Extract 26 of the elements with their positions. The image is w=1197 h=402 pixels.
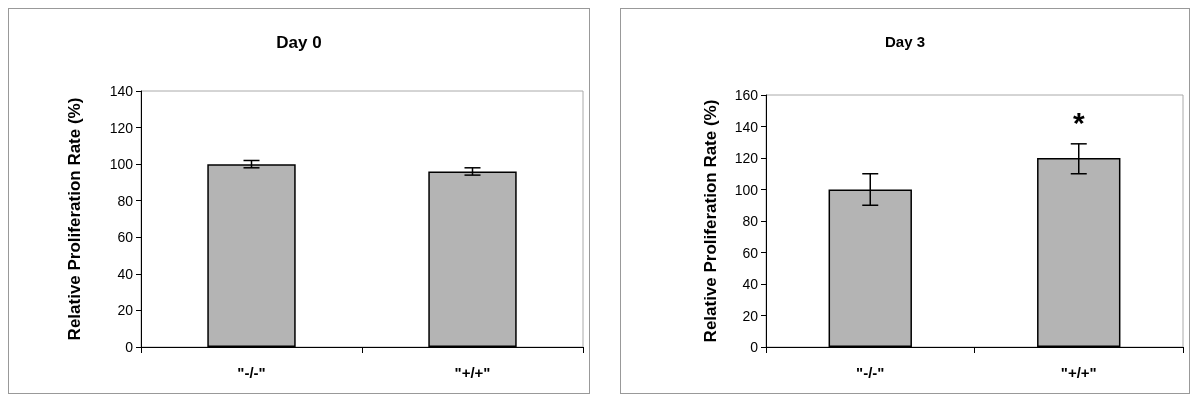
chart-title: Day 0 xyxy=(276,33,322,52)
y-tick-label: 120 xyxy=(734,150,759,166)
y-tick-label: 100 xyxy=(109,156,134,173)
x-tick-label: "-/-" xyxy=(856,364,885,381)
y-tick-label: 40 xyxy=(742,276,759,292)
y-tick-label: 20 xyxy=(117,302,134,319)
x-tick-label: "+/+" xyxy=(1060,364,1097,381)
y-tick-label: 60 xyxy=(742,244,759,261)
y-tick-label: 40 xyxy=(117,265,134,282)
y-tick-label: 0 xyxy=(750,339,759,355)
y-tick-label: 80 xyxy=(742,213,759,229)
annotation: * xyxy=(1072,106,1085,140)
x-tick-label: "+/+" xyxy=(454,364,491,381)
y-tick-label: 0 xyxy=(125,339,134,355)
y-tick-label: 160 xyxy=(734,87,759,103)
y-tick-label: 140 xyxy=(109,83,134,99)
y-axis-title: Relative Proliferation Rate (%) xyxy=(700,99,720,343)
y-axis-title: Relative Proliferation Rate (%) xyxy=(65,97,84,341)
y-tick-label: 140 xyxy=(734,118,759,135)
y-tick-label: 120 xyxy=(109,119,134,136)
y-tick-label: 80 xyxy=(117,192,134,209)
y-tick-label: 60 xyxy=(117,229,134,246)
y-tick-label: 20 xyxy=(742,307,759,324)
chart-title: Day 3 xyxy=(884,33,926,50)
y-tick-label: 100 xyxy=(734,181,759,198)
x-tick-label: "-/-" xyxy=(237,364,266,381)
